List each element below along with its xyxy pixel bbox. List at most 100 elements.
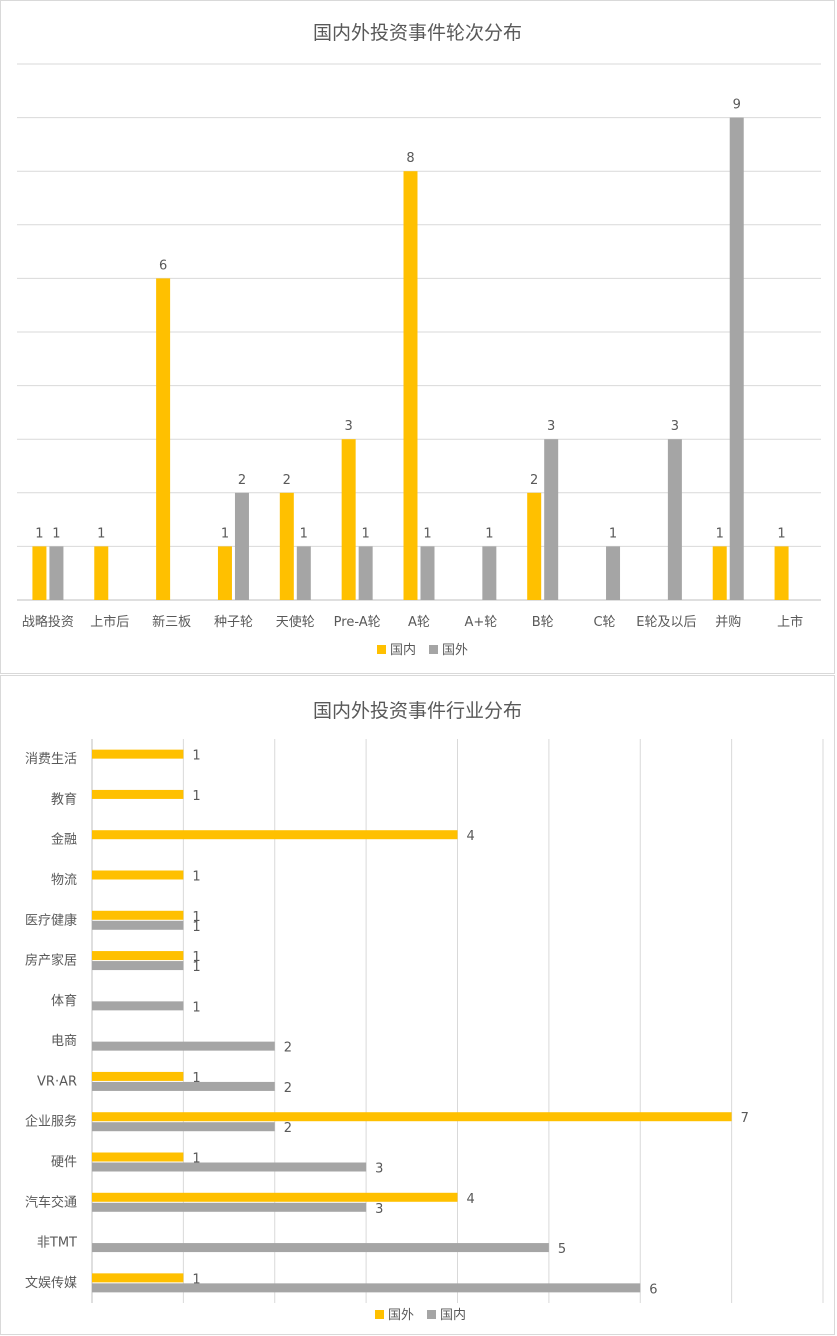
- data-label: 1: [192, 749, 200, 764]
- chart-title: 国内外投资事件轮次分布: [312, 22, 522, 44]
- bar-domestic: [527, 492, 542, 600]
- bar-foreign: [92, 1152, 184, 1162]
- bar-foreign: [92, 1192, 458, 1202]
- bar-foreign: [92, 789, 184, 799]
- industry-chart-svg: 1消费生活1教育4金融1物流11医疗健康11房产家居1体育2电商12VR·AR7…: [25, 739, 824, 1323]
- data-label: 1: [300, 526, 308, 541]
- data-label: 2: [284, 1121, 292, 1136]
- y-tick-label: 教育: [51, 791, 77, 807]
- bar-foreign: [420, 546, 435, 600]
- data-label: 1: [192, 1152, 200, 1167]
- bar-domestic: [217, 546, 232, 600]
- legend-label: 国内: [440, 1307, 466, 1323]
- y-tick-label: 文娱传媒: [25, 1276, 77, 1291]
- data-label: 5: [558, 1242, 566, 1257]
- bar-domestic: [32, 546, 47, 600]
- bar-foreign: [49, 546, 64, 600]
- data-label: 1: [423, 526, 431, 541]
- data-label: 1: [192, 1000, 200, 1015]
- x-tick-label: 种子轮: [214, 615, 253, 630]
- bar-domestic: [156, 278, 171, 600]
- y-tick-label: 非TMT: [37, 1236, 77, 1251]
- data-label: 1: [192, 920, 200, 935]
- data-label: 1: [192, 789, 200, 804]
- legend-label: 国外: [442, 643, 468, 658]
- x-tick-label: Pre-A轮: [334, 615, 381, 630]
- bar-domestic: [92, 961, 184, 971]
- legend-swatch: [375, 1310, 384, 1319]
- legend-swatch: [429, 645, 438, 654]
- legend-swatch: [427, 1310, 436, 1319]
- bar-domestic: [92, 920, 184, 930]
- legend-swatch: [377, 645, 386, 654]
- y-tick-label: 企业服务: [25, 1114, 77, 1130]
- y-tick-label: 医疗健康: [25, 912, 77, 928]
- y-tick-label: 电商: [51, 1034, 77, 1049]
- data-label: 1: [777, 526, 785, 541]
- bar-domestic: [92, 1001, 184, 1011]
- data-label: 1: [97, 526, 105, 541]
- data-label: 1: [221, 526, 229, 541]
- x-tick-label: E轮及以后: [636, 615, 696, 630]
- x-tick-label: B轮: [532, 615, 554, 630]
- bar-domestic: [712, 546, 727, 600]
- x-tick-label: A+轮: [464, 615, 497, 630]
- data-label: 9: [733, 98, 741, 113]
- bar-foreign: [92, 749, 184, 759]
- data-label: 1: [192, 1272, 200, 1287]
- bar-domestic: [92, 1202, 367, 1212]
- data-label: 8: [406, 151, 414, 166]
- bar-foreign: [606, 546, 621, 600]
- legend-label: 国内: [390, 642, 416, 658]
- bar-domestic: [403, 171, 418, 600]
- data-label: 1: [35, 526, 43, 541]
- x-tick-label: 战略投资: [22, 614, 74, 630]
- bar-foreign: [234, 492, 249, 600]
- legend-label: 国外: [388, 1308, 414, 1323]
- x-tick-label: 新三板: [152, 614, 191, 630]
- x-tick-label: C轮: [593, 615, 615, 630]
- y-tick-label: 物流: [51, 873, 77, 888]
- bar-foreign: [92, 1273, 184, 1283]
- data-label: 3: [375, 1202, 383, 1217]
- data-label: 1: [192, 960, 200, 975]
- y-tick-label: 硬件: [51, 1155, 77, 1170]
- y-tick-label: 体育: [51, 993, 77, 1009]
- data-label: 1: [192, 870, 200, 885]
- data-label: 4: [467, 829, 475, 844]
- y-tick-label: VR·AR: [37, 1074, 77, 1089]
- bar-foreign: [296, 546, 311, 600]
- bar-domestic: [341, 439, 356, 600]
- data-label: 2: [284, 1081, 292, 1096]
- bar-foreign: [482, 546, 497, 600]
- round-distribution-chart: 国内外投资事件轮次分布 1 1 战略投资 1 上市后 6 新三板 1 2 种子轮 2 1 天使轮 3 1 Pr…: [0, 0, 835, 674]
- data-label: 2: [238, 473, 246, 488]
- data-label: 2: [530, 473, 538, 488]
- bar-domestic: [92, 1283, 641, 1293]
- x-tick-label: 上市后: [90, 614, 129, 630]
- data-label: 2: [284, 1041, 292, 1056]
- y-tick-label: 房产家居: [25, 953, 77, 969]
- data-label: 1: [52, 526, 60, 541]
- data-label: 3: [345, 419, 353, 434]
- industry-distribution-chart: 国内外投资事件行业分布 1 消费生活 1 教育 4 金融 1 物流 1 1 医疗健康 1 1 房产家居 1 体…: [0, 675, 835, 1335]
- x-tick-label: A轮: [408, 615, 430, 630]
- data-label: 6: [649, 1282, 657, 1297]
- bar-domestic: [92, 1243, 549, 1253]
- x-tick-label: 并购: [715, 614, 741, 630]
- data-label: 1: [362, 526, 370, 541]
- x-tick-label: 上市: [777, 614, 803, 630]
- bar-domestic: [92, 1081, 275, 1091]
- data-label: 1: [716, 526, 724, 541]
- data-label: 3: [375, 1162, 383, 1177]
- bar-foreign: [92, 910, 184, 920]
- data-label: 6: [159, 258, 167, 273]
- chart-title: 国内外投资事件行业分布: [312, 700, 522, 722]
- bar-domestic: [92, 1041, 275, 1051]
- bar-foreign: [92, 870, 184, 880]
- bar-foreign: [667, 439, 682, 600]
- data-label: 1: [485, 526, 493, 541]
- data-label: 4: [467, 1192, 475, 1207]
- bar-foreign: [92, 1071, 184, 1081]
- y-tick-label: 汽车交通: [25, 1194, 77, 1210]
